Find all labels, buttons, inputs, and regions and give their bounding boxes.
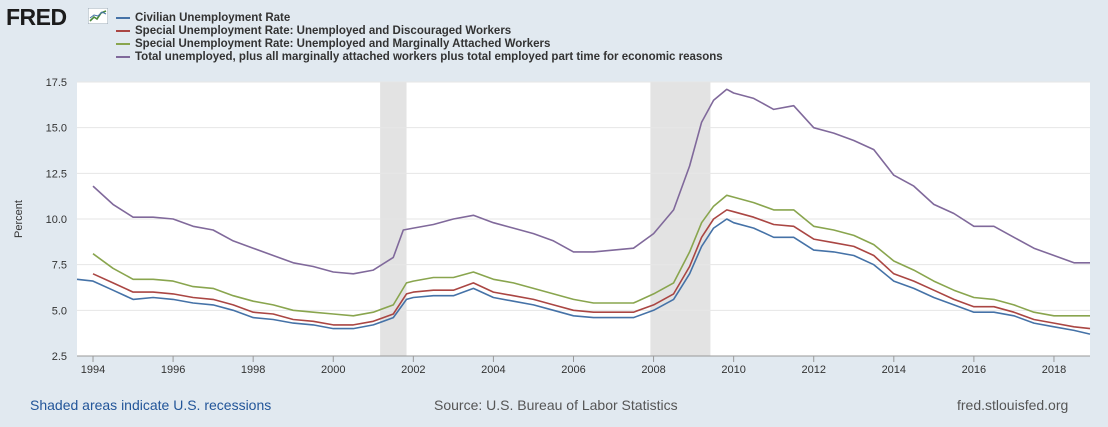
fred-logo[interactable]: FRED bbox=[6, 4, 67, 30]
y-tick-label: 12.5 bbox=[46, 168, 67, 180]
series-line-1 bbox=[76, 218, 1091, 335]
series-line-4 bbox=[92, 88, 1090, 275]
legend-label: Total unemployed, plus all marginally at… bbox=[135, 51, 723, 64]
legend-item[interactable]: Civilian Unemployment Rate bbox=[116, 11, 723, 24]
series-line-2 bbox=[92, 209, 1091, 330]
x-tick-label: 2018 bbox=[1042, 364, 1066, 376]
y-axis-label: Percent bbox=[13, 200, 25, 238]
legend-label: Special Unemployment Rate: Unemployed an… bbox=[135, 24, 512, 37]
x-tick-label: 2008 bbox=[641, 364, 665, 376]
x-tick-label: 1994 bbox=[81, 364, 105, 376]
x-tick-label: 2010 bbox=[721, 364, 745, 376]
series-line-3 bbox=[92, 194, 1090, 317]
y-tick-label: 17.5 bbox=[46, 77, 67, 89]
y-tick-label: 7.5 bbox=[52, 260, 67, 272]
recession-note[interactable]: Shaded areas indicate U.S. recessions bbox=[30, 397, 272, 413]
chart-line-icon bbox=[88, 8, 108, 24]
legend-item[interactable]: Special Unemployment Rate: Unemployed an… bbox=[116, 24, 723, 37]
y-tick-label: 5.0 bbox=[52, 305, 67, 317]
legend-swatch bbox=[116, 29, 130, 32]
legend-label: Special Unemployment Rate: Unemployed an… bbox=[135, 37, 551, 50]
source-note[interactable]: Source: U.S. Bureau of Labor Statistics bbox=[434, 397, 678, 413]
y-tick-label: 2.5 bbox=[52, 351, 67, 363]
x-tick-label: 2006 bbox=[561, 364, 585, 376]
x-tick-label: 1996 bbox=[161, 364, 185, 376]
x-tick-label: 2016 bbox=[962, 364, 986, 376]
x-tick-label: 2014 bbox=[882, 364, 906, 376]
x-tick-label: 2004 bbox=[481, 364, 505, 376]
x-tick-label: 2000 bbox=[321, 364, 345, 376]
legend-item[interactable]: Special Unemployment Rate: Unemployed an… bbox=[116, 37, 723, 50]
legend-item[interactable]: Total unemployed, plus all marginally at… bbox=[116, 51, 723, 64]
chart-legend: Civilian Unemployment Rate Special Unempl… bbox=[116, 11, 723, 64]
legend-swatch bbox=[116, 42, 130, 45]
x-tick-label: 2012 bbox=[801, 364, 825, 376]
y-tick-label: 10.0 bbox=[46, 214, 67, 226]
x-tick-label: 1998 bbox=[241, 364, 265, 376]
y-tick-label: 15.0 bbox=[46, 123, 67, 135]
legend-swatch bbox=[116, 16, 130, 19]
site-link[interactable]: fred.stlouisfed.org bbox=[957, 397, 1069, 413]
x-tick-label: 2002 bbox=[401, 364, 425, 376]
legend-label: Civilian Unemployment Rate bbox=[135, 11, 291, 24]
legend-swatch bbox=[116, 56, 130, 59]
